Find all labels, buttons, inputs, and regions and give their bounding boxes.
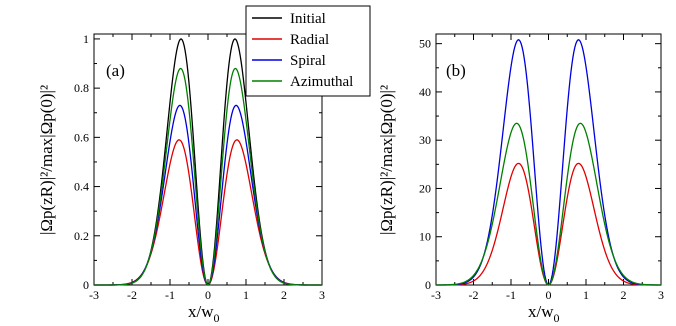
x-tick-label: 2 [281, 288, 287, 302]
series-group-a [94, 38, 322, 286]
y-tick-label: 50 [419, 37, 431, 51]
series-line-spiral-b [436, 39, 661, 286]
x-axis-label-a: x/w0 [188, 302, 220, 325]
y-tick-label: 10 [419, 230, 431, 244]
x-axis-label-a-main: x/w [188, 302, 214, 321]
x-tick-label: -1 [165, 288, 175, 302]
y-tick-label: 0 [425, 278, 431, 292]
x-tick-label: -3 [89, 288, 99, 302]
x-axis-label-a-sub: 0 [214, 311, 220, 325]
x-axis-label-b-sub: 0 [554, 311, 560, 325]
legend-label-spiral: Spiral [290, 53, 326, 69]
x-tick-label: -2 [127, 288, 137, 302]
series-line-radial-b [436, 162, 661, 286]
y-tick-label: 20 [419, 181, 431, 195]
series-line-spiral-a [94, 104, 322, 286]
y-tick-label: 0.2 [74, 229, 89, 243]
legend-label-radial: Radial [290, 32, 329, 48]
x-axis-label-b: x/w0 [528, 302, 560, 325]
chart-legend: Initial Radial Spiral Azimuthal [245, 5, 371, 97]
x-tick-label: 3 [658, 288, 664, 302]
series-line-radial-a [94, 139, 322, 286]
x-tick-label: -2 [469, 288, 479, 302]
x-tick-label: -3 [431, 288, 441, 302]
y-tick-label: 0.8 [74, 81, 89, 95]
x-axis-label-b-main: x/w [528, 302, 554, 321]
panel-label-a: (a) [106, 61, 125, 80]
plot-frame-b [435, 33, 662, 286]
y-tick-label: 0.4 [74, 180, 89, 194]
series-group-b [435, 39, 662, 286]
y-tick-label: 1 [83, 32, 89, 46]
legend-label-initial: Initial [290, 11, 326, 27]
x-tick-label: 2 [621, 288, 627, 302]
legend-label-azimuthal: Azimuthal [290, 74, 353, 90]
series-line-azimuthal-b [435, 122, 662, 286]
y-axis-label-b: |Ωp(zR)|²/max|Ωp(0)|² [377, 85, 396, 235]
x-tick-label: 3 [319, 288, 325, 302]
legend-items: Initial Radial Spiral Azimuthal [252, 11, 353, 90]
x-tick-label: 0 [205, 288, 211, 302]
y-tick-label: 40 [419, 85, 431, 99]
x-tick-label: 1 [243, 288, 249, 302]
x-tick-label: 0 [546, 288, 552, 302]
x-tick-label: 1 [583, 288, 589, 302]
x-tick-label: -1 [506, 288, 516, 302]
series-line-azimuthal-a [94, 67, 322, 286]
y-tick-label: 0.6 [74, 130, 89, 144]
y-tick-label: 0 [83, 278, 89, 292]
y-axis-label-a: |Ωp(zR)|²/max|Ωp(0)|² [37, 85, 56, 235]
y-tick-label: 30 [419, 133, 431, 147]
panel-label-b: (b) [446, 61, 466, 80]
